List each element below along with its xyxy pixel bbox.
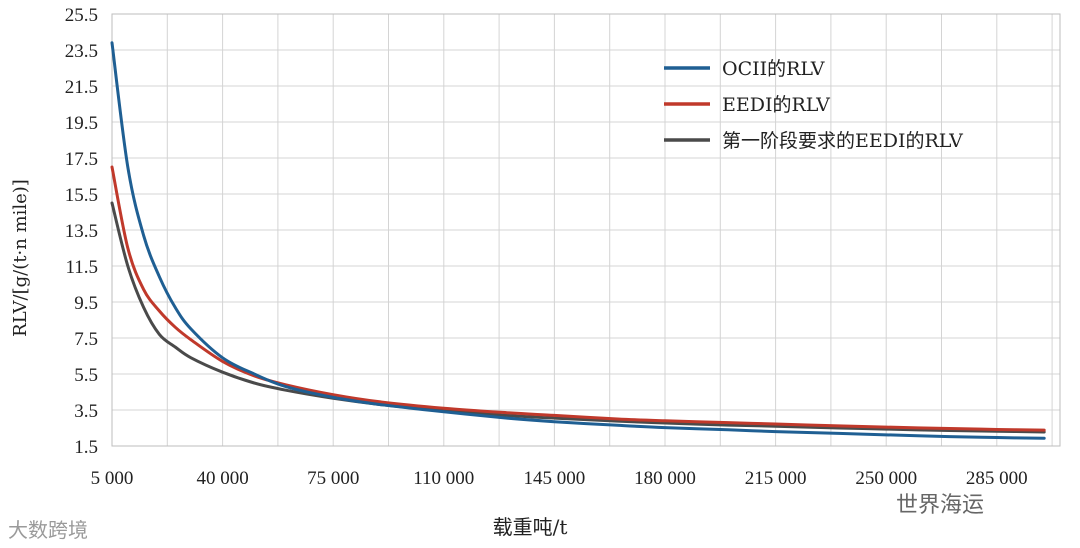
y-tick-label: 25.5 [65, 5, 98, 26]
x-tick-label: 5 000 [91, 468, 134, 489]
y-tick-label: 19.5 [65, 113, 98, 134]
x-tick-label: 215 000 [745, 468, 807, 489]
x-tick-label: 180 000 [634, 468, 696, 489]
y-tick-label: 1.5 [74, 437, 98, 458]
grid-lines [111, 13, 1060, 447]
legend-label: 第一阶段要求的EEDI的RLV [722, 130, 963, 152]
x-tick-label: 40 000 [196, 468, 248, 489]
y-tick-label: 3.5 [74, 401, 98, 422]
x-tick-label: 75 000 [307, 468, 359, 489]
plot-area-border [111, 13, 1061, 447]
watermark-right: 世界海运 [896, 493, 985, 518]
series-lines [110, 41, 1046, 440]
watermark-left: 大数跨境 [8, 518, 88, 542]
y-tick-label: 17.5 [65, 149, 98, 170]
y-tick-label: 23.5 [65, 41, 98, 62]
y-tick-label: 15.5 [65, 185, 98, 206]
y-tick-label: 11.5 [65, 257, 98, 278]
y-tick-label: 7.5 [74, 329, 98, 350]
plot-frame [111, 13, 1061, 447]
x-axis-label: 载重吨/t [493, 515, 568, 539]
series-line-3 [110, 201, 1046, 434]
y-tick-label: 5.5 [74, 365, 98, 386]
series-line-1 [110, 41, 1046, 440]
series-line-2 [110, 165, 1046, 432]
x-tick-label: 250 000 [855, 468, 917, 489]
y-tick-label: 9.5 [74, 293, 98, 314]
legend-label: OCII的RLV [722, 58, 825, 80]
x-tick-label: 145 000 [524, 468, 586, 489]
legend: OCII的RLV EEDI的RLV 第一阶段要求的EEDI的RLV [664, 58, 963, 152]
x-tick-label: 285 000 [966, 468, 1028, 489]
y-tick-label: 13.5 [65, 221, 98, 242]
legend-label: EEDI的RLV [722, 94, 830, 116]
tick-labels: 1.5 3.5 5.5 7.5 9.5 11.5 13.5 15.5 17.5 19.5 21.5 2… [65, 5, 1028, 489]
y-tick-label: 21.5 [65, 77, 98, 98]
y-axis-label: RLV/[g/(t·n mile)] [10, 179, 31, 337]
x-tick-label: 110 000 [413, 468, 474, 489]
